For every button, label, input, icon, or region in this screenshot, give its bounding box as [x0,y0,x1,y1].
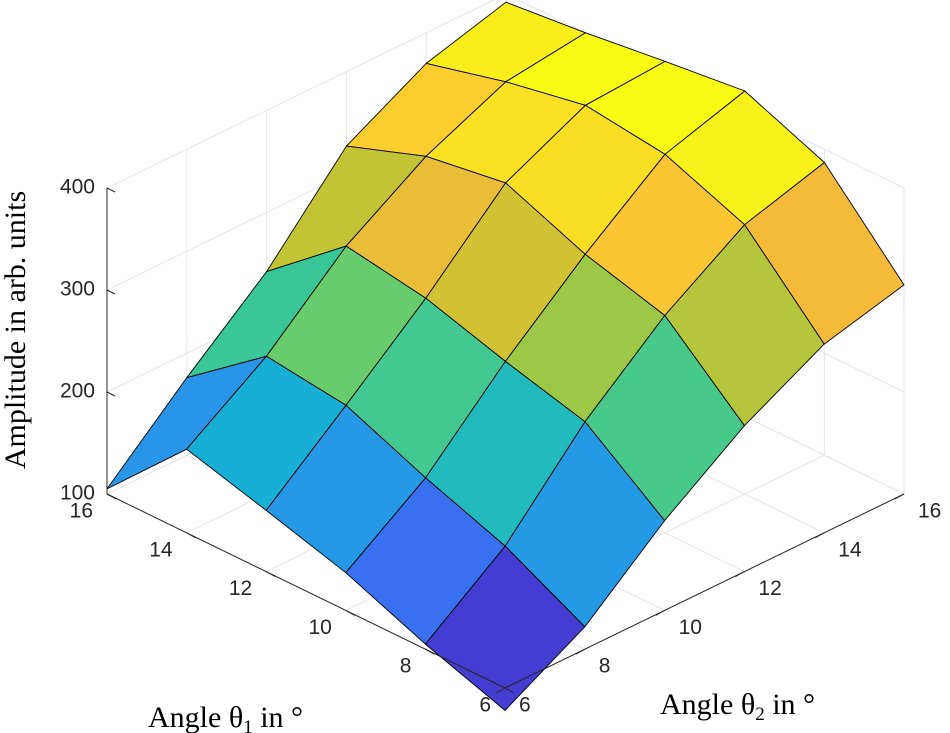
theta2-tick-label: 8 [599,655,611,678]
y-axis-title: Angle θ2 in ° [660,688,815,725]
x-axis-title: Angle θ1 in ° [148,701,303,733]
surface-face [424,545,586,711]
z-tick [106,289,116,295]
theta1-tick-label: 16 [70,500,93,523]
theta1-tick [425,648,435,655]
theta2-tick-label: 14 [838,538,862,561]
theta1-tick-label: 6 [479,694,491,717]
theta2-tick [814,532,825,539]
z-tick [106,391,116,397]
theta2-axis-line [504,493,905,689]
y-axis-title-suffix: in ° [765,688,815,721]
theta2-tick [735,571,745,578]
theta2-tick-label: 10 [679,616,702,639]
theta1-tick [186,532,196,539]
x-axis-title-sub: 1 [243,717,253,733]
y-axis-title-sub: 2 [755,704,765,725]
z-tick-label: 300 [60,278,95,301]
theta1-tick [504,687,515,694]
z-tick-label: 200 [60,380,95,403]
x-axis-title-suffix: in ° [253,701,303,733]
z-tick [106,493,116,499]
surface-layer [106,1,905,711]
theta1-tick-label: 14 [149,538,173,561]
theta1-tick-label: 12 [229,577,252,600]
theta2-tick-label: 6 [519,694,531,717]
x-axis-title-main: Angle θ [148,701,243,733]
theta2-tick [894,493,905,500]
theta2-tick [655,609,665,616]
theta2-tick-label: 12 [758,577,781,600]
theta1-tick [345,609,356,616]
theta2-tick [495,687,506,694]
y-axis-title-main: Angle θ [660,688,755,721]
z-axis-title: Amplitude in arb. units [0,191,32,469]
z-tick [106,187,116,193]
z-tick-label: 400 [60,176,95,199]
theta1-tick-label: 10 [308,616,331,639]
theta2-tick [575,648,586,655]
theta2-tick-label: 16 [918,500,941,523]
theta1-tick-label: 8 [400,655,412,678]
z-tick-label: 100 [60,482,95,505]
theta1-tick [265,571,276,578]
theta1-axis-line [106,493,506,689]
